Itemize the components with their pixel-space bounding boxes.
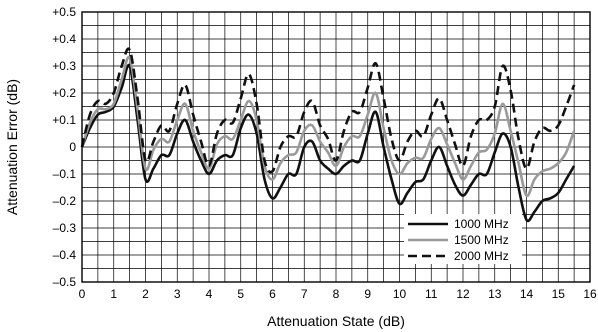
y-tick-label: –0.4 [53, 248, 77, 262]
legend-label: 1000 MHz [454, 217, 509, 231]
legend: 1000 MHz 1500 MHz 2000 MHz [404, 214, 522, 264]
series-line-1500-mhz [80, 55, 576, 198]
x-tick-label: 12 [456, 287, 470, 301]
y-tick-label: 0 [69, 140, 76, 154]
legend-label: 1500 MHz [454, 233, 509, 247]
y-axis-label: Attenuation Error (dB) [4, 79, 20, 215]
y-tick-labels: +0.5 +0.4 +0.3 +0.2 +0.1 0 –0.1 –0.2 –0.3 –0.4 –0.… [52, 5, 76, 289]
series-line-2000-mhz [80, 47, 576, 174]
x-tick-label: 2 [142, 287, 149, 301]
x-tick-label: 6 [269, 287, 276, 301]
legend-label: 2000 MHz [454, 249, 509, 263]
series-line-1000-mhz [80, 63, 576, 223]
x-tick-label: 10 [393, 287, 407, 301]
series-lines [80, 47, 576, 223]
y-tick-label: +0.2 [52, 86, 76, 100]
y-tick-label: –0.3 [53, 221, 77, 235]
x-tick-label: 14 [520, 287, 534, 301]
y-tick-label: +0.1 [52, 113, 76, 127]
x-tick-label: 8 [333, 287, 340, 301]
plot-frame [81, 11, 591, 283]
y-tick-label: +0.5 [52, 5, 76, 19]
y-tick-label: +0.4 [52, 32, 76, 46]
x-axis-label: Attenuation State (dB) [267, 313, 405, 329]
y-tick-label: –0.1 [53, 167, 77, 181]
y-tick-label: –0.2 [53, 194, 77, 208]
x-tick-label: 0 [79, 287, 86, 301]
x-tick-label: 15 [552, 287, 566, 301]
x-tick-label: 5 [237, 287, 244, 301]
y-tick-label: –0.5 [53, 275, 77, 289]
x-tick-label: 1 [110, 287, 117, 301]
x-tick-labels: 0 1 2 3 4 5 6 7 8 9 10 11 12 13 14 15 16 [79, 287, 597, 301]
x-tick-label: 9 [364, 287, 371, 301]
x-tick-label: 11 [425, 287, 438, 301]
x-tick-label: 16 [583, 287, 597, 301]
x-tick-label: 13 [488, 287, 502, 301]
x-tick-label: 4 [206, 287, 213, 301]
x-tick-label: 3 [174, 287, 181, 301]
y-tick-label: +0.3 [52, 59, 76, 73]
x-tick-label: 7 [301, 287, 308, 301]
